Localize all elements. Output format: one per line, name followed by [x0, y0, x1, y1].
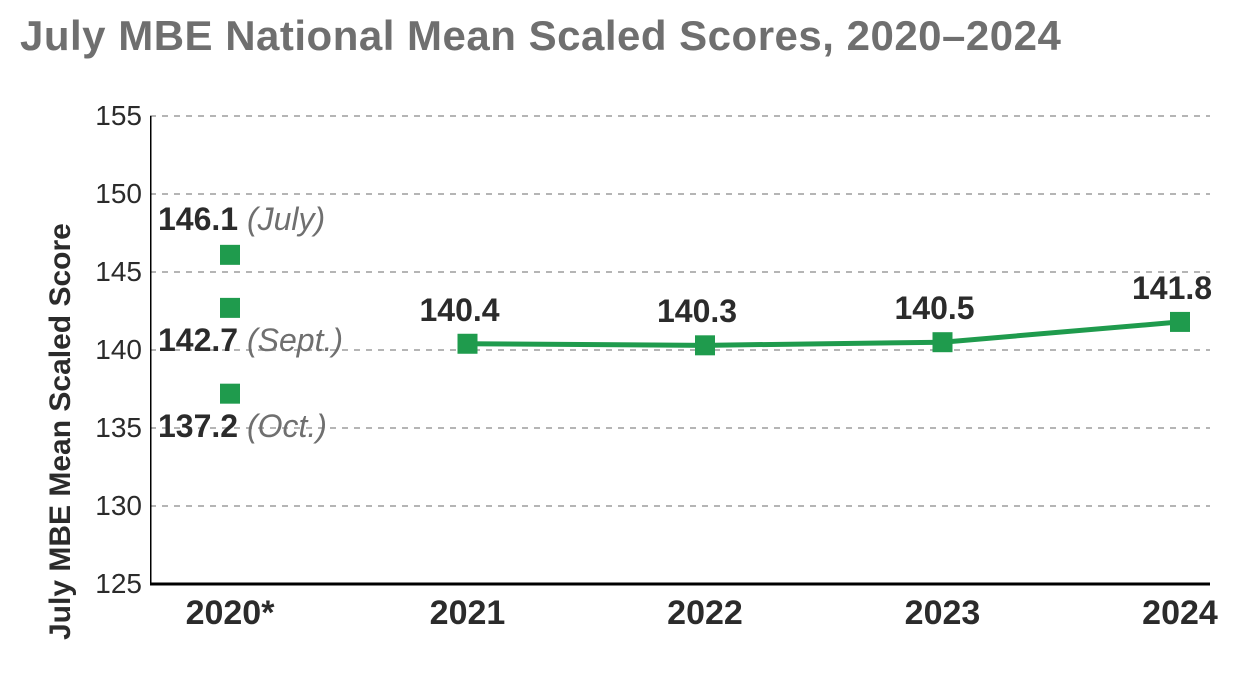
x-tick-label: 2023 — [843, 594, 1043, 633]
data-label: 141.8 — [1132, 270, 1212, 307]
y-tick-label: 145 — [72, 256, 142, 288]
y-tick-label: 150 — [72, 178, 142, 210]
y-tick-label: 155 — [72, 100, 142, 132]
data-label: 140.5 — [895, 290, 975, 327]
x-tick-label: 2022 — [605, 594, 805, 633]
chart-container: July MBE National Mean Scaled Scores, 20… — [0, 0, 1235, 679]
x-tick-label: 2024 — [1080, 594, 1235, 633]
data-label-2020: 137.2 (Oct.) — [158, 408, 327, 445]
y-tick-label: 135 — [72, 412, 142, 444]
data-label-2020: 142.7 (Sept.) — [158, 322, 343, 359]
x-tick-label: 2021 — [368, 594, 568, 633]
x-tick-label: 2020* — [130, 594, 330, 633]
data-label: 140.4 — [420, 292, 500, 329]
y-tick-label: 140 — [72, 334, 142, 366]
chart-title: July MBE National Mean Scaled Scores, 20… — [20, 12, 1061, 60]
data-label-2020: 146.1 (July) — [158, 201, 325, 238]
y-tick-label: 130 — [72, 490, 142, 522]
data-label: 140.3 — [657, 293, 737, 330]
